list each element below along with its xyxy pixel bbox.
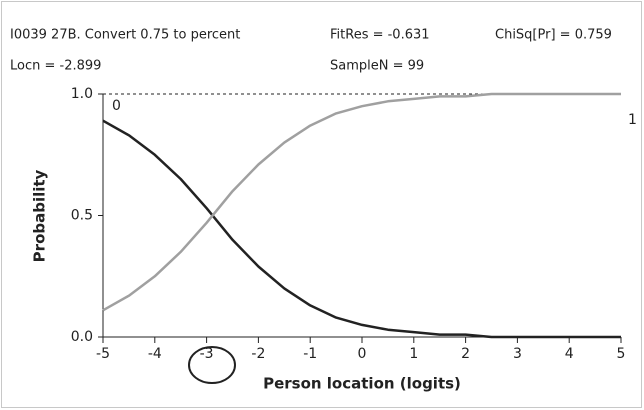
curve-label: 0 — [112, 98, 121, 114]
annotation: FitRes = -0.631 — [330, 28, 430, 43]
x-tick-label: 2 — [461, 346, 470, 362]
x-axis-label: Person location (logits) — [263, 375, 461, 393]
x-tick-label: 4 — [565, 346, 574, 362]
annotation: SampleN = 99 — [330, 59, 424, 74]
x-tick-label: -2 — [251, 346, 265, 362]
x-tick-label: 3 — [513, 346, 522, 362]
y-tick-label: 0.5 — [71, 208, 93, 224]
y-tick-label: 1.0 — [71, 86, 93, 102]
y-axis-label: Probability — [31, 169, 49, 262]
highlight-circle — [188, 346, 236, 384]
annotation: Locn = -2.899 — [10, 59, 101, 74]
x-tick-label: -4 — [148, 346, 162, 362]
x-tick-label: -1 — [303, 346, 317, 362]
x-tick-label: -3 — [200, 346, 214, 362]
x-tick-label: 0 — [358, 346, 367, 362]
curve — [102, 119, 621, 339]
x-tick-label: -5 — [96, 346, 110, 362]
x-tick-label: 1 — [409, 346, 418, 362]
curve-label: 1 — [628, 112, 637, 128]
x-tick-label: 5 — [617, 346, 626, 362]
curve — [102, 92, 621, 312]
annotation: ChiSq[Pr] = 0.759 — [495, 28, 612, 43]
chart-title: I0039 27B. Convert 0.75 to percent — [10, 28, 240, 43]
y-tick-label: 0.0 — [71, 329, 93, 345]
